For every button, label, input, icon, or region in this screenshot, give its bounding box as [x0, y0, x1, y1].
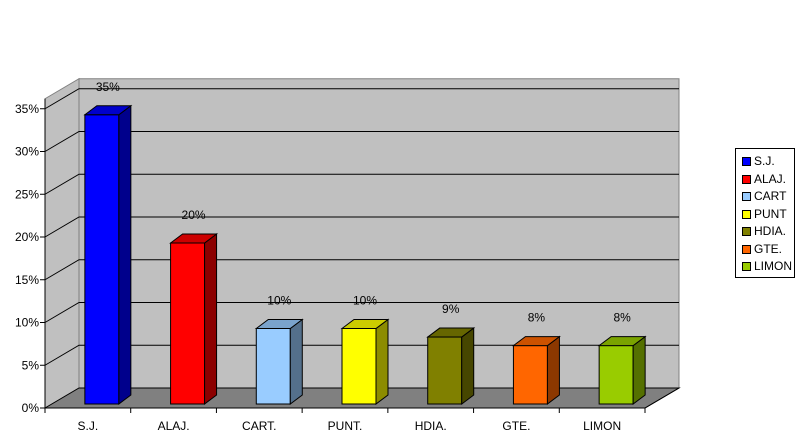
bar-front — [84, 114, 120, 405]
side-wall — [44, 77, 80, 409]
bar-front — [512, 345, 548, 405]
bar — [169, 233, 219, 405]
x-tick-label: S.J. — [78, 419, 99, 433]
bar-front — [341, 328, 377, 405]
bar-side — [461, 327, 475, 405]
x-tick-label: HDIA. — [415, 419, 447, 433]
bar-top — [169, 233, 219, 244]
legend-swatch — [742, 174, 751, 184]
bar-top — [254, 319, 304, 329]
bar-side — [118, 104, 132, 405]
bar — [597, 335, 647, 405]
x-tick-label: ALAJ. — [158, 419, 190, 433]
x-tick-label: LIMON — [583, 419, 621, 433]
gridline — [44, 131, 679, 152]
gridline — [44, 259, 679, 281]
legend-label: PUNT — [754, 206, 787, 221]
data-label: 8% — [528, 311, 546, 325]
y-tick-label: 30% — [15, 145, 39, 159]
bar-top — [597, 336, 647, 347]
bar-top — [511, 336, 561, 347]
bar-top — [340, 319, 390, 329]
bar-top — [426, 327, 476, 338]
legend-swatch — [742, 192, 751, 201]
bar-side — [632, 335, 646, 405]
legend-swatch — [742, 157, 751, 166]
y-tick-label: 0% — [22, 401, 40, 415]
y-axis-tick-labels: 0% 5% 10% 15% 20% 25% 30% 35% — [15, 102, 39, 415]
gridline — [44, 173, 679, 195]
legend-swatch — [742, 227, 751, 236]
data-label: 20% — [182, 208, 206, 222]
legend-swatch — [742, 262, 751, 271]
bar — [511, 335, 561, 405]
x-tick-label: PUNT. — [328, 419, 363, 433]
bar-side — [375, 318, 389, 405]
bars — [83, 104, 647, 405]
gridline — [44, 88, 679, 110]
data-labels: 35% 20% 10% 10% 9% 8% 8% — [96, 80, 631, 325]
x-tick-label: CART. — [242, 419, 276, 433]
gridline — [44, 216, 679, 238]
y-tick-label: 10% — [15, 316, 39, 330]
data-label: 10% — [267, 294, 291, 308]
floor-edge — [644, 387, 680, 409]
legend-swatch — [742, 244, 751, 254]
bar-front — [598, 345, 634, 405]
data-label: 35% — [96, 80, 120, 94]
legend-swatch — [742, 209, 751, 219]
gridline — [44, 302, 679, 323]
legend: S.J. ALAJ. CART PUNT HDIA. GTE. LIMON — [735, 148, 795, 278]
bar-side — [289, 318, 303, 405]
bar-front — [170, 242, 206, 405]
x-axis-tick-labels: S.J. ALAJ. CART. PUNT. HDIA. GTE. LIMON — [78, 419, 622, 433]
y-tick-label: 15% — [15, 273, 39, 287]
data-label: 9% — [442, 302, 460, 316]
legend-label: CART — [754, 189, 787, 203]
bar-side — [546, 335, 560, 405]
gridlines — [44, 88, 679, 366]
legend-label: ALAJ. — [754, 171, 787, 186]
bar-front — [427, 336, 463, 405]
x-tick-label: GTE. — [502, 419, 530, 433]
gridline — [44, 344, 679, 366]
bar — [426, 327, 476, 405]
legend-label: HDIA. — [754, 224, 787, 238]
bar — [254, 318, 304, 405]
y-tick-label: 25% — [15, 187, 39, 201]
bar — [340, 318, 390, 405]
bar-top — [83, 105, 133, 116]
legend-label: LIMON — [754, 259, 793, 273]
legend-label: S.J. — [754, 154, 775, 168]
legend-label: GTE. — [754, 241, 783, 256]
bar-front — [255, 328, 291, 405]
data-label: 10% — [353, 294, 377, 308]
bar-side — [204, 233, 218, 405]
bar — [83, 104, 133, 405]
axes — [40, 98, 680, 413]
data-label: 8% — [613, 311, 631, 325]
y-tick-label: 35% — [15, 102, 39, 116]
y-tick-label: 20% — [15, 230, 39, 244]
y-tick-label: 5% — [22, 358, 40, 372]
